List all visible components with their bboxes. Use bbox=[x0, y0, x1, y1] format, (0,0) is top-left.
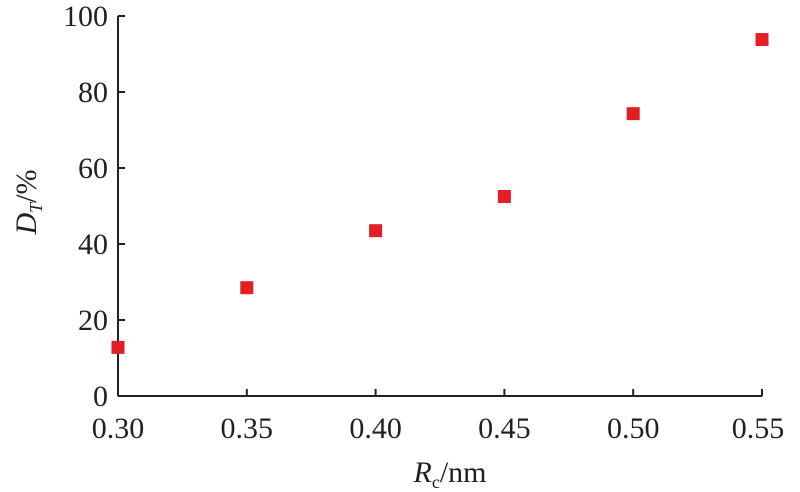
x-axis-subscript: c bbox=[432, 472, 440, 492]
y-tick-label: 20 bbox=[78, 304, 108, 337]
x-tick-label: 0.50 bbox=[607, 412, 660, 445]
x-tick-label: 0.35 bbox=[221, 412, 274, 445]
axes bbox=[117, 16, 762, 397]
y-tick-label: 0 bbox=[93, 380, 108, 413]
x-axis-symbol: R bbox=[413, 456, 432, 489]
y-axis-symbol: D bbox=[10, 213, 43, 236]
data-point bbox=[755, 33, 769, 47]
y-axis-title: DT/% bbox=[10, 169, 46, 235]
y-axis-subscript: T bbox=[26, 201, 46, 213]
x-tick-label: 0.55 bbox=[732, 412, 785, 445]
x-axis-unit: /nm bbox=[440, 456, 487, 489]
data-point bbox=[497, 190, 511, 203]
y-tick-label: 80 bbox=[78, 76, 108, 109]
y-tick-label: 100 bbox=[63, 0, 108, 33]
y-tick-label: 60 bbox=[78, 152, 108, 185]
x-ticks: 0.30 0.35 0.40 0.45 0.50 0.55 bbox=[92, 389, 785, 445]
x-tick-label: 0.30 bbox=[92, 412, 145, 445]
x-tick-label: 0.40 bbox=[349, 412, 402, 445]
y-ticks: 0 20 40 60 80 100 bbox=[63, 0, 125, 413]
data-points bbox=[111, 33, 769, 354]
data-point bbox=[369, 224, 383, 238]
data-point bbox=[626, 107, 640, 121]
x-tick-label: 0.45 bbox=[478, 412, 531, 445]
y-tick-label: 40 bbox=[78, 228, 108, 261]
x-axis-title: Rc/nm bbox=[413, 456, 487, 492]
data-point bbox=[111, 340, 125, 354]
data-point bbox=[240, 281, 254, 295]
y-axis-unit: /% bbox=[10, 169, 43, 202]
